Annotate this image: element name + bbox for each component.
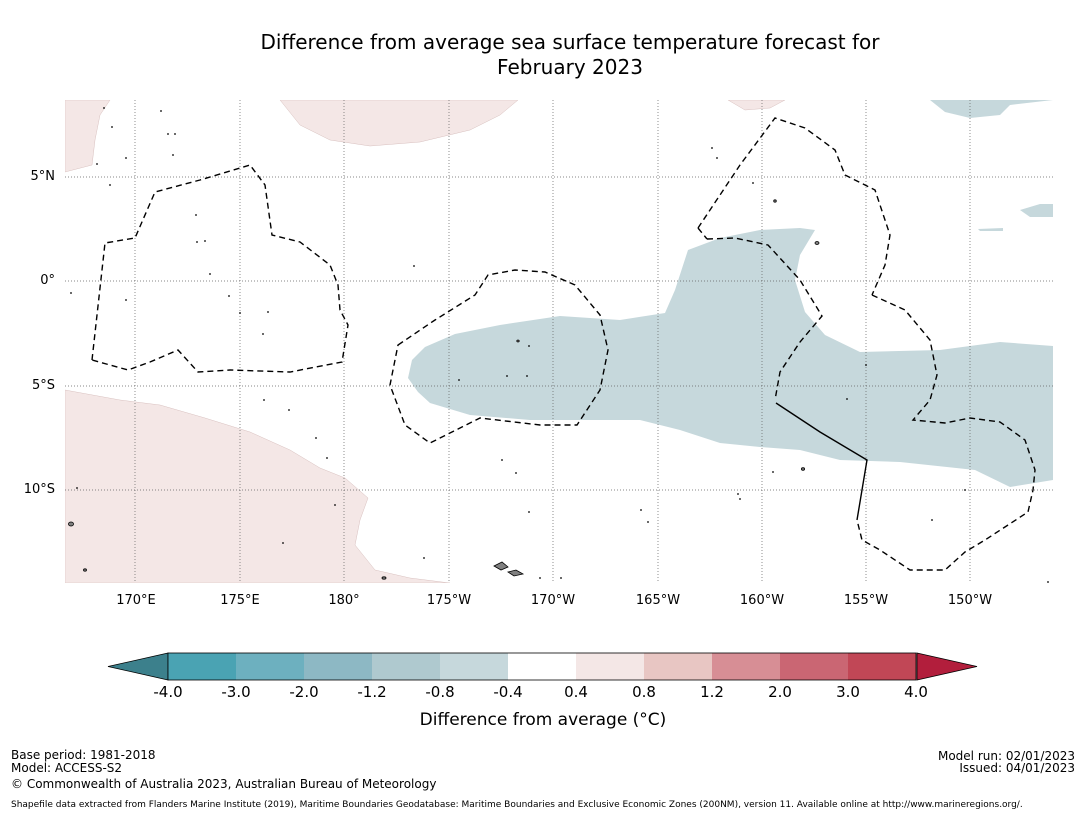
colorbar-segment xyxy=(848,653,916,680)
colorbar-segment xyxy=(712,653,780,680)
colorbar xyxy=(107,652,978,681)
map-title-line1: Difference from average sea surface temp… xyxy=(260,30,880,54)
eez-boundary-east-south xyxy=(856,294,1036,571)
colorbar-label: -3.0 xyxy=(221,683,251,701)
x-tick-label: 175°E xyxy=(220,593,260,608)
eez-boundary-line-lower xyxy=(706,237,823,401)
colorbar-label: 4.0 xyxy=(904,683,928,701)
colorbar-min-extension xyxy=(107,652,169,681)
islands xyxy=(68,199,820,580)
colorbar-label: -0.8 xyxy=(425,683,455,701)
colorbar-label: -1.2 xyxy=(357,683,387,701)
map-title-line2: February 2023 xyxy=(497,55,643,79)
map-plot-area xyxy=(65,100,1053,583)
graticule xyxy=(65,100,1053,583)
colorbar-label: 0.8 xyxy=(632,683,656,701)
colorbar-segment xyxy=(372,653,440,680)
x-tick-label: 155°W xyxy=(843,593,889,608)
atolls xyxy=(70,107,1049,583)
cool-anomaly-region-east-islet xyxy=(1020,204,1053,217)
y-tick-label: 5°N xyxy=(30,169,56,184)
y-tick-label: 0° xyxy=(40,273,55,288)
eez-boundary-central xyxy=(389,269,609,444)
model-name: Model: ACCESS-S2 xyxy=(11,761,123,775)
colorbar-label: 2.0 xyxy=(768,683,792,701)
warm-anomaly-region-sw xyxy=(65,389,451,583)
colorbar-label: 0.4 xyxy=(564,683,588,701)
y-tick-label: 10°S xyxy=(23,482,55,497)
warm-anomaly-region-nw xyxy=(65,100,111,173)
colorbar-label: -2.0 xyxy=(289,683,319,701)
eez-boundary-east-north xyxy=(697,117,891,296)
colorbar-max-extension xyxy=(916,652,978,681)
x-tick-label: 165°W xyxy=(635,593,681,608)
colorbar-segment xyxy=(644,653,712,680)
cool-anomaly-region-equatorial xyxy=(408,228,1053,487)
colorbar-segment xyxy=(508,653,576,680)
warm-anomaly-region-north xyxy=(279,100,519,147)
eez-boundaries xyxy=(91,117,1036,571)
x-tick-label: 160°W xyxy=(739,593,785,608)
eez-boundary-west xyxy=(91,164,349,373)
copyright: © Commonwealth of Australia 2023, Austra… xyxy=(11,777,437,791)
cool-anomaly-region-east-sliver xyxy=(978,228,1003,231)
x-tick-label: 180° xyxy=(328,593,360,608)
colorbar-segment xyxy=(780,653,848,680)
colorbar-segment xyxy=(304,653,372,680)
shapefile-credit: Shapefile data extracted from Flanders M… xyxy=(11,800,1023,810)
maritime-boundary-solid xyxy=(775,402,868,521)
issued-date: Issued: 04/01/2023 xyxy=(959,761,1075,775)
colorbar-segment xyxy=(236,653,304,680)
x-tick-label: 170°E xyxy=(116,593,156,608)
colorbar-label: -0.4 xyxy=(493,683,523,701)
map-title: Difference from average sea surface temp… xyxy=(0,30,1085,80)
model-run: Model run: 02/01/2023 xyxy=(937,749,1075,763)
cool-anomaly-region-ne-corner xyxy=(930,100,1053,118)
warm-anomaly-region-ne xyxy=(727,100,786,111)
colorbar-title: Difference from average (°C) xyxy=(419,710,667,730)
base-period: Base period: 1981-2018 xyxy=(11,748,156,762)
colorbar-segment xyxy=(168,653,236,680)
y-tick-label: 5°S xyxy=(31,378,55,393)
x-tick-label: 175°W xyxy=(426,593,472,608)
colorbar-outline xyxy=(167,652,917,681)
colorbar-label: -4.0 xyxy=(153,683,183,701)
colorbar-segment xyxy=(440,653,508,680)
colorbar-label: 1.2 xyxy=(700,683,724,701)
eez-boundary-segment-corner xyxy=(697,227,708,240)
x-tick-label: 150°W xyxy=(947,593,993,608)
colorbar-label: 3.0 xyxy=(836,683,860,701)
colorbar-segment xyxy=(576,653,644,680)
x-tick-label: 170°W xyxy=(530,593,576,608)
